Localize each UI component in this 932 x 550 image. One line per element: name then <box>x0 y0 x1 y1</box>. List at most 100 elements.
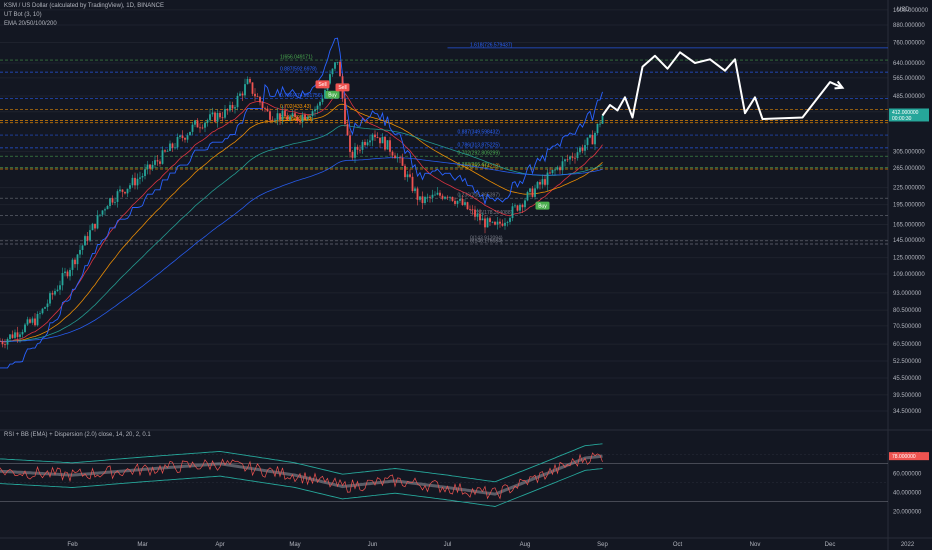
candle-body <box>451 196 454 201</box>
candle-body <box>299 120 301 122</box>
candle-body <box>64 271 66 274</box>
fib-label: 0.702(433.43) <box>280 104 311 110</box>
fib-label: 0.887(349.598432) <box>458 130 501 136</box>
axis-layer: 1000.000000 880.000000 760.000000 640.00000… <box>67 7 929 548</box>
candle-body <box>349 135 351 152</box>
candle-body <box>41 308 44 314</box>
candle-body <box>479 214 481 221</box>
candle-body <box>246 78 249 85</box>
candle-body <box>276 113 279 120</box>
candle-body <box>124 191 126 194</box>
price-tick-label: 760.000000 <box>893 41 925 47</box>
candle-body <box>219 113 221 118</box>
candle-body <box>101 210 104 215</box>
time-tick-label: Mar <box>137 542 147 548</box>
candle-body <box>154 160 156 165</box>
candle-body <box>271 119 274 121</box>
candle-body <box>301 114 304 122</box>
candle-body <box>186 135 189 140</box>
candle-body <box>74 259 76 265</box>
candle-body <box>84 236 86 246</box>
price-tick-label: 145.000000 <box>893 238 925 244</box>
candle-body <box>439 192 441 196</box>
fib-label: 0.786(474.381756) <box>280 93 323 99</box>
candle-body <box>319 102 321 106</box>
candle-body <box>469 209 471 210</box>
candle-body <box>24 324 26 332</box>
candle-body <box>259 96 261 103</box>
price-tick-label: 80.500000 <box>893 308 922 314</box>
candle-body <box>381 136 384 144</box>
candle-body <box>411 176 414 192</box>
signal-label: Buy <box>328 93 337 99</box>
time-tick-label: Feb <box>67 542 78 548</box>
time-tick-label: Jun <box>368 542 378 548</box>
candle-body <box>79 249 81 255</box>
candle-body <box>296 116 299 121</box>
candle-body <box>456 200 459 204</box>
candle-body <box>436 192 439 195</box>
candle-body <box>149 164 151 169</box>
candle-body <box>329 74 331 84</box>
candle-body <box>181 135 184 138</box>
forecast-arrowhead <box>834 80 845 90</box>
candle-body <box>541 179 544 185</box>
symbol-title: KSM / US Dollar (calculated by TradingVi… <box>4 3 164 9</box>
candle-body <box>571 156 574 158</box>
candle-body <box>536 182 539 189</box>
fib-label: 0.382(266.42) <box>458 162 489 168</box>
time-tick-label: Jul <box>444 542 452 548</box>
time-tick-label: Dec <box>825 542 836 548</box>
candle-body <box>401 157 404 166</box>
candle-body <box>69 269 71 277</box>
candle-body <box>461 198 464 205</box>
candle-body <box>509 218 511 222</box>
candle-body <box>201 127 204 129</box>
candle-body <box>291 113 294 117</box>
candle-body <box>76 254 79 265</box>
candle-body <box>426 196 429 198</box>
candle-body <box>351 151 354 158</box>
ema-20-line <box>0 89 603 343</box>
price-tick-label: 125.000000 <box>893 256 925 262</box>
candle-body <box>521 204 524 208</box>
candle-body <box>286 116 289 120</box>
fib-label: 0.887(592.6978) <box>280 67 317 73</box>
candle-body <box>191 124 194 132</box>
candle-body <box>31 318 34 323</box>
fib-label: 0.236(205.865397) <box>458 193 501 199</box>
candle-body <box>534 188 536 197</box>
candle-body <box>249 78 251 83</box>
candle-body <box>274 119 276 121</box>
price-unit-label: USD <box>897 7 910 13</box>
candle-body <box>144 169 146 177</box>
buy-signal-badge <box>535 201 550 210</box>
candle-body <box>169 143 171 151</box>
fib-label: 0.786(313.875225) <box>458 142 501 148</box>
candle-body <box>26 319 29 325</box>
candle-body <box>226 109 229 111</box>
candle-body <box>551 169 554 174</box>
candle-body <box>554 169 556 171</box>
candle-body <box>419 196 421 200</box>
candle-body <box>114 201 116 203</box>
candle-body <box>14 332 16 338</box>
candle-body <box>569 156 571 160</box>
candle-body <box>559 167 561 171</box>
candle-body <box>221 117 224 119</box>
candle-body <box>356 146 359 150</box>
candle-body <box>331 68 334 75</box>
candle-body <box>464 202 466 205</box>
candle-body <box>591 134 594 145</box>
candle-body <box>211 112 214 115</box>
candle-body <box>194 120 196 125</box>
candle-body <box>531 188 534 197</box>
rsi-layer <box>0 443 888 507</box>
candle-body <box>161 150 164 164</box>
last-price-tag <box>889 108 929 122</box>
candle-body <box>216 113 219 122</box>
candle-body <box>374 134 376 138</box>
